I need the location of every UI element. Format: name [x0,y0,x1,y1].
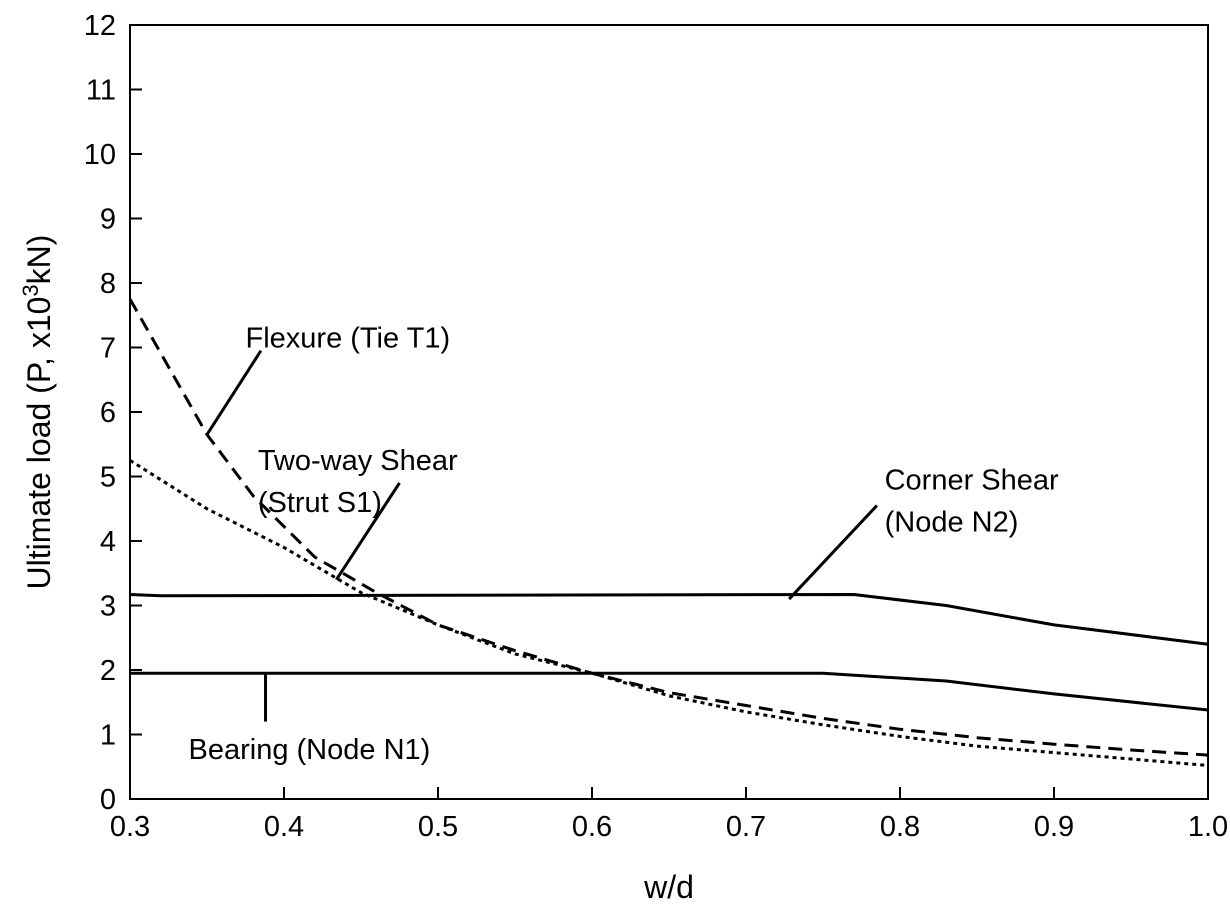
y-tick-label: 7 [100,333,116,365]
y-tick-label: 2 [100,655,116,687]
leader-two-way-label-2 [335,482,401,581]
y-axis-label: Ultimate load (P, x103kN) [18,235,57,590]
y-tick-label: 3 [100,591,116,623]
annotation-flexure-label: Flexure (Tie T1) [246,323,451,355]
y-tick-label: 1 [100,720,116,752]
x-tick-label: 0.7 [726,811,766,843]
y-tick-label: 4 [100,526,116,558]
y-tick-label: 6 [100,397,116,429]
series-layer [128,298,1209,767]
y-tick-label: 11 [86,75,116,107]
x-tick-label: 0.8 [880,811,920,843]
x-tick-label: 0.5 [418,811,458,843]
y-tick-label: 8 [100,268,116,300]
y-tick-label: 9 [100,204,116,236]
leader-corner-label-2 [788,504,878,601]
x-tick-label: 0.6 [572,811,612,843]
series-line-bearing [130,671,1209,712]
x-tick-label: 0.9 [1034,811,1074,843]
x-tick-label: 0.4 [264,811,304,843]
y-axis-label-end: kN) [21,235,57,285]
annotation-bearing-label: Bearing (Node N1) [189,734,431,766]
y-tick-label: 12 [84,10,116,42]
annotation-two-way-label-2: (Strut S1) [258,487,382,519]
leader-flexure-label [205,349,263,436]
x-tick-label: 1.0 [1188,811,1228,843]
y-tick-label: 10 [84,139,116,171]
annotation-layer: Flexure (Tie T1) Two-way Shear (Strut S1) C… [189,323,1060,767]
series-line-two-way-shear [129,459,1209,767]
x-axis-label: w/d [643,869,694,905]
y-tick-label: 5 [100,462,116,494]
y-tick-label: 0 [100,784,116,816]
annotation-two-way-label-1: Two-way Shear [258,445,458,477]
y-axis-label-main: Ultimate load (P, x10 [21,297,57,590]
annotation-corner-label-1: Corner Shear [885,464,1059,496]
y-axis-label-sup: 3 [18,284,43,296]
series-line-corner-shear [129,593,1209,646]
annotation-corner-label-2: (Node N2) [885,506,1019,538]
x-tick-label: 0.3 [110,811,150,843]
plot-frame [129,24,1209,800]
series-line-flexure [128,298,1209,757]
